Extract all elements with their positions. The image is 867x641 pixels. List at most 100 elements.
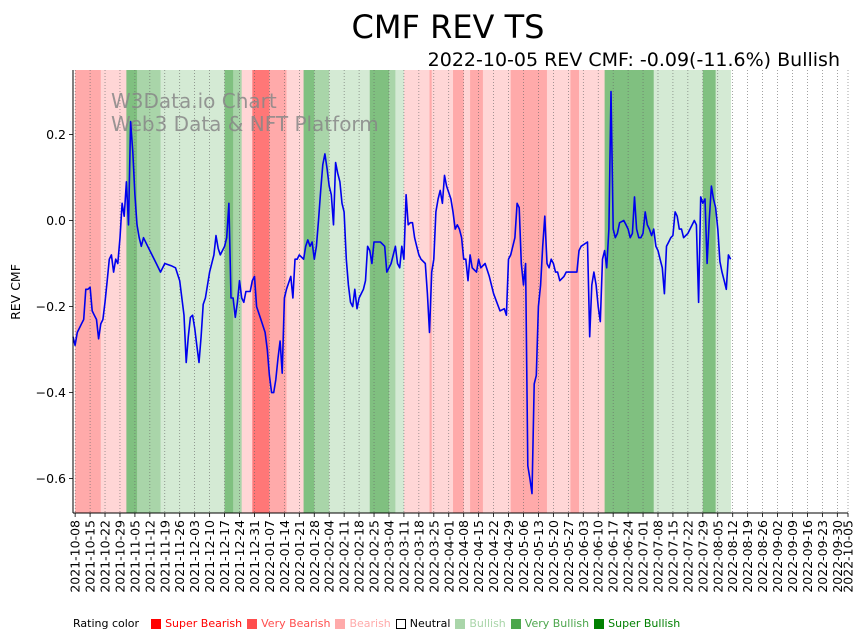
rating-band-10: [252, 70, 270, 513]
legend-item-bullish: Bullish: [455, 617, 506, 630]
watermark-line1: W3Data.io Chart: [111, 89, 277, 113]
x-tick-label: 2021-10-22: [98, 520, 113, 593]
x-tick-label: 2021-10-29: [112, 520, 127, 593]
rating-band-12: [286, 70, 305, 513]
legend-label: Bullish: [469, 617, 506, 630]
rating-band-8: [233, 70, 243, 513]
x-grid: [74, 70, 849, 513]
axes: 2021-10-08 2021-10-15 2021-10-22 2021-10-29…: [36, 70, 856, 593]
rating-band-1: [75, 70, 91, 513]
series-line-0: [72, 90, 732, 495]
x-tick-label: 2022-04-08: [456, 520, 471, 593]
legend-swatch: [151, 618, 162, 629]
x-tick-label: 2022-02-11: [337, 520, 352, 593]
x-tick-label: 2022-07-22: [680, 520, 695, 593]
x-tick-label: 2022-01-14: [277, 520, 292, 593]
x-tick-label: 2022-05-20: [546, 520, 561, 593]
legend-label: Bearish: [349, 617, 391, 630]
x-tick-label: 2022-06-24: [621, 520, 636, 593]
legend-item-super-bearish: Super Bearish: [151, 617, 242, 630]
watermark: W3Data.io Chart Web3 Data & NFT Platform: [111, 89, 379, 136]
x-tick-label: 2022-04-15: [471, 520, 486, 593]
x-tick-label: 2022-02-18: [352, 520, 367, 593]
legend-item-neutral: Neutral: [395, 617, 450, 630]
legend-item-very-bullish: Very Bullish: [510, 617, 590, 630]
legend-title: Rating color: [73, 617, 140, 630]
x-tick-label: 2022-08-05: [710, 520, 725, 593]
x-tick-label: 2022-08-12: [725, 520, 740, 593]
legend-swatch: [247, 618, 258, 629]
rating-band-28: [523, 70, 548, 513]
x-tick-label: 2022-07-29: [695, 520, 710, 593]
rating-band-18: [395, 70, 405, 513]
x-tick-label: 2021-12-17: [217, 520, 232, 593]
y-tick-label: −0.2: [36, 299, 66, 314]
rating-band-14: [314, 70, 330, 513]
rating-band-7: [224, 70, 234, 513]
legend-swatch: [594, 618, 605, 629]
rating-band-17: [388, 70, 396, 513]
rating-band-26: [510, 70, 518, 513]
x-tick-label: 2022-04-22: [486, 520, 501, 593]
rating-band-25: [482, 70, 512, 513]
rating-band-5: [137, 70, 162, 513]
x-tick-label: 2022-03-18: [411, 520, 426, 593]
x-tick-label: 2022-01-28: [307, 520, 322, 593]
chart-subtitle: 2022-10-05 REV CMF: -0.09(-11.6%) Bullis…: [428, 49, 840, 71]
legend-swatch: [455, 618, 466, 629]
x-tick-label: 2022-05-06: [516, 520, 531, 593]
x-tick-label: 2022-05-13: [531, 520, 546, 593]
legend-label: Super Bearish: [165, 617, 243, 630]
x-tick-label: 2022-07-01: [636, 520, 651, 593]
rating-band-29: [546, 70, 571, 513]
rating-band-30: [570, 70, 580, 513]
legend-swatch: [395, 618, 406, 629]
x-tick-label: 2022-08-19: [740, 520, 755, 593]
rating-band-24: [470, 70, 484, 513]
rating-band-19: [403, 70, 431, 513]
x-tick-label: 2022-09-23: [815, 520, 830, 593]
legend-label: Very Bearish: [261, 617, 331, 630]
x-tick-label: 2022-07-15: [665, 520, 680, 593]
series-layer: [72, 90, 732, 495]
x-tick-label: 2022-07-08: [650, 520, 665, 593]
x-tick-label: 2021-11-12: [142, 520, 157, 593]
watermark-line2: Web3 Data & NFT Platform: [111, 112, 379, 136]
rating-band-4: [126, 70, 138, 513]
rating-bands: [73, 70, 732, 513]
x-tick-label: 2021-11-19: [157, 520, 172, 593]
rating-band-35: [653, 70, 704, 513]
x-tick-label: 2022-03-04: [381, 520, 396, 593]
rating-band-36: [702, 70, 717, 513]
x-tick-label: 2022-09-02: [770, 520, 785, 593]
x-tick-label: 2022-09-16: [800, 520, 815, 593]
legend: Rating color Super Bearish Very Bearish Be…: [73, 617, 685, 630]
y-axis-label: REV CMF: [8, 264, 23, 320]
x-tick-label: 2021-10-08: [68, 520, 83, 593]
rating-band-34: [634, 70, 655, 513]
rating-band-22: [453, 70, 465, 513]
x-tick-label: 2022-06-10: [591, 520, 606, 593]
legend-swatch: [335, 618, 346, 629]
y-tick-label: 0.2: [46, 127, 66, 142]
x-tick-label: 2021-10-15: [83, 520, 98, 593]
legend-item-very-bearish: Very Bearish: [247, 617, 330, 630]
rating-band-6: [160, 70, 226, 513]
legend-label: Very Bullish: [524, 617, 590, 630]
rating-band-37: [715, 70, 732, 513]
x-tick-label: 2022-05-27: [561, 520, 576, 593]
rating-band-11: [269, 70, 287, 513]
x-tick-label: 2022-03-11: [396, 520, 411, 593]
x-tick-label: 2021-11-26: [172, 520, 187, 593]
y-tick-label: 0.0: [46, 213, 66, 228]
x-tick-label: 2022-10-05: [841, 520, 856, 593]
rating-band-23: [463, 70, 471, 513]
x-tick-label: 2022-04-29: [501, 520, 516, 593]
rating-band-27: [517, 70, 524, 513]
x-tick-label: 2021-12-31: [247, 520, 262, 593]
x-tick-label: 2021-12-03: [187, 520, 202, 593]
x-tick-label: 2022-08-26: [755, 520, 770, 593]
x-tick-label: 2022-09-09: [785, 520, 800, 593]
x-tick-label: 2022-06-03: [576, 520, 591, 593]
